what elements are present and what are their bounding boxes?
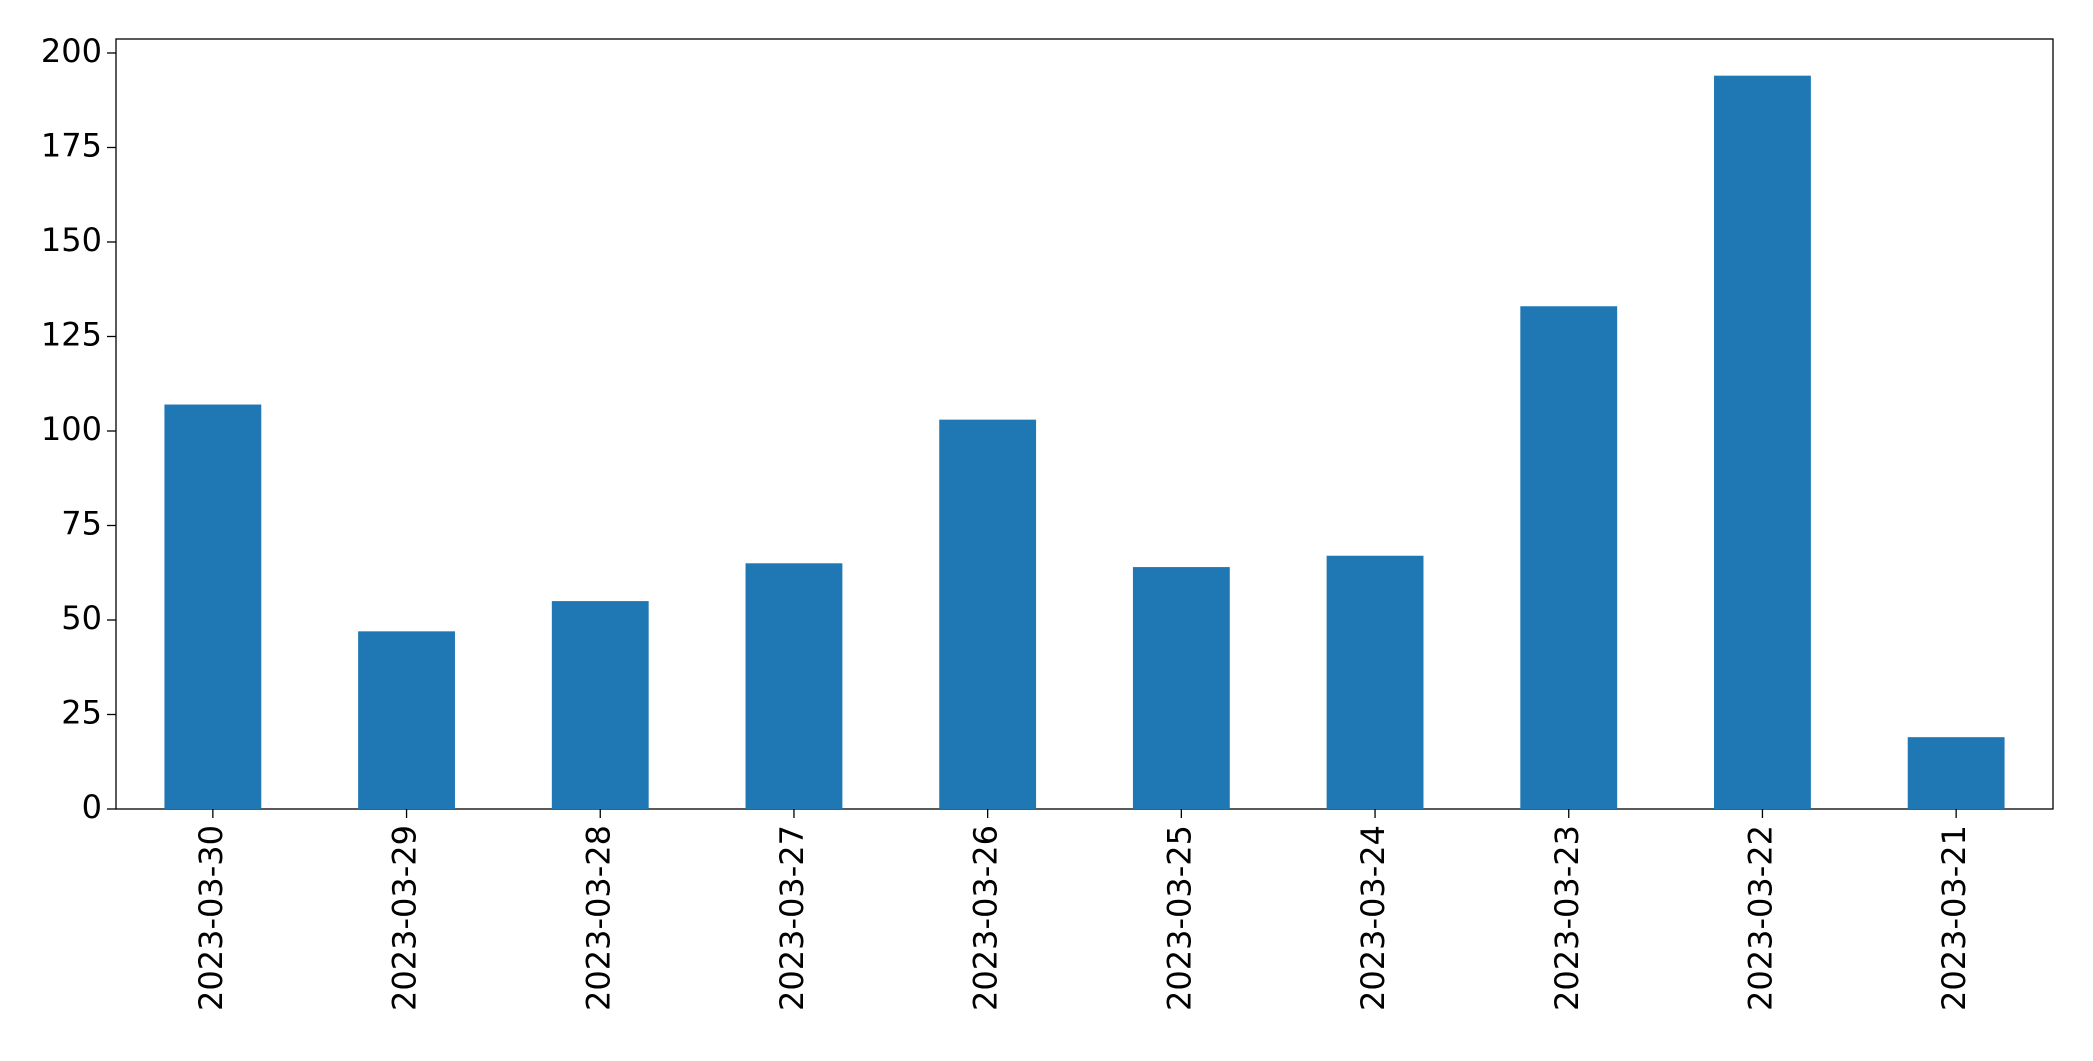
bar xyxy=(745,563,843,809)
x-tick-label: 2023-03-29 xyxy=(386,825,424,1011)
y-tick-label: 25 xyxy=(61,693,102,731)
y-tick-label: 125 xyxy=(41,315,102,353)
bar xyxy=(164,404,262,809)
x-tick-label: 2023-03-21 xyxy=(1935,825,1973,1011)
x-tick-label: 2023-03-28 xyxy=(579,825,617,1011)
x-tick-label: 2023-03-22 xyxy=(1741,825,1779,1011)
bar xyxy=(1132,567,1230,809)
bar xyxy=(1326,555,1424,809)
x-tick-label: 2023-03-30 xyxy=(192,825,230,1011)
bar xyxy=(358,631,455,809)
x-tick-label: 2023-03-27 xyxy=(773,825,811,1011)
bar xyxy=(1907,737,2005,809)
y-tick-label: 200 xyxy=(41,32,102,70)
y-tick-label: 50 xyxy=(61,599,102,637)
y-tick-label: 175 xyxy=(41,126,102,164)
y-tick-label: 0 xyxy=(82,788,102,826)
x-tick-label: 2023-03-24 xyxy=(1354,825,1392,1011)
x-tick-label: 2023-03-23 xyxy=(1548,825,1586,1011)
bar xyxy=(551,601,649,809)
y-tick-label: 100 xyxy=(41,410,102,448)
x-tick-label: 2023-03-25 xyxy=(1160,825,1198,1011)
y-tick-label: 75 xyxy=(61,504,102,542)
bar xyxy=(939,419,1037,809)
bar xyxy=(1520,306,1618,809)
x-tick-label: 2023-03-26 xyxy=(967,825,1005,1011)
y-tick-label: 150 xyxy=(41,221,102,259)
bar xyxy=(1714,75,1811,809)
plot-frame xyxy=(115,38,2054,810)
